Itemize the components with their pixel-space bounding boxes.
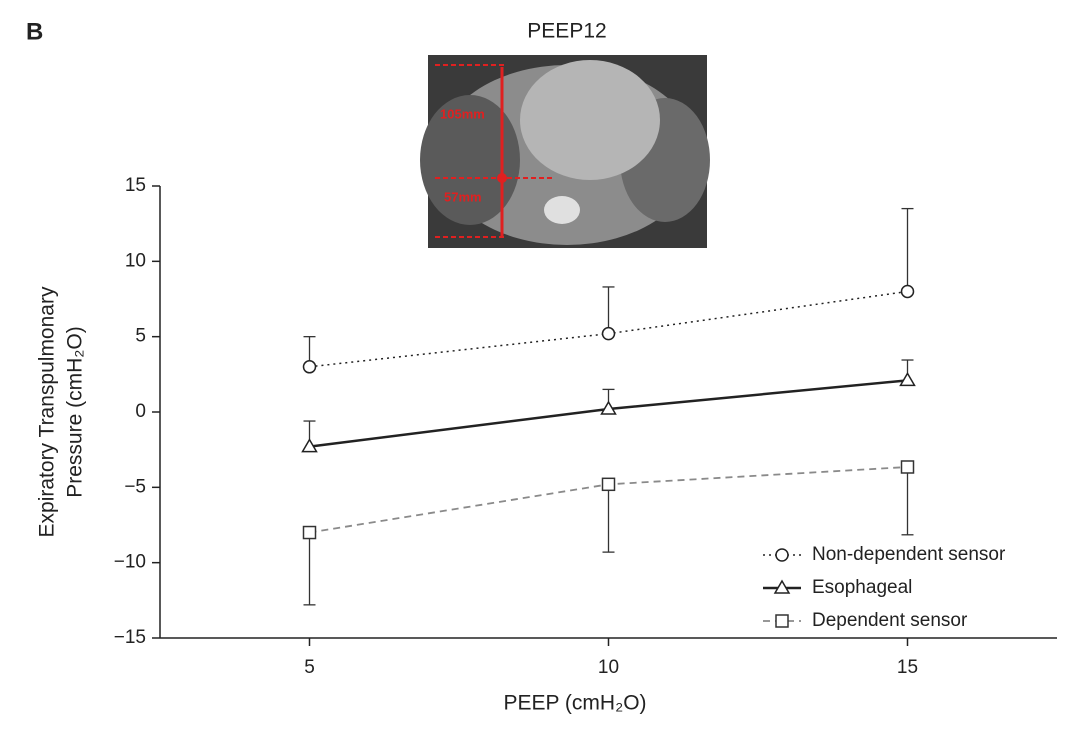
y-tick-label: −5: [124, 476, 146, 497]
legend-label: Esophageal: [812, 577, 912, 598]
inset-annotation: 105mm: [440, 106, 485, 121]
legend-marker: [773, 579, 791, 594]
y-tick-label: 15: [125, 175, 146, 196]
x-axis-label: PEEP (cmH₂O): [503, 692, 646, 715]
legend-marker: [775, 548, 789, 562]
y-tick-label: 10: [125, 250, 146, 271]
marker: [302, 360, 317, 374]
legend-label: Dependent sensor: [812, 610, 968, 631]
marker: [302, 525, 317, 540]
legend-label: Non-dependent sensor: [812, 544, 1006, 565]
marker: [601, 326, 616, 341]
y-axis-label: Expiratory Transpulmonary: [36, 286, 59, 537]
marker: [900, 460, 915, 474]
y-tick-label: 5: [135, 326, 146, 347]
y-tick-label: −15: [114, 627, 146, 648]
y-tick-label: 0: [135, 401, 146, 422]
ct-image: 105mm 57mm: [420, 55, 710, 248]
x-tick-label: 10: [598, 657, 619, 678]
legend-marker: [775, 614, 789, 628]
marker: [899, 371, 916, 387]
x-tick-label: 5: [304, 657, 315, 678]
marker: [601, 477, 616, 492]
inset-title: PEEP12: [527, 20, 606, 43]
marker: [900, 284, 915, 299]
x-tick-label: 15: [897, 657, 918, 678]
inset-annotation: 57mm: [444, 189, 482, 204]
panel-label: B: [26, 18, 43, 45]
y-tick-label: −10: [114, 552, 146, 573]
marker: [301, 438, 318, 453]
marker: [600, 400, 617, 415]
y-axis-label: Pressure (cmH₂O): [64, 326, 87, 498]
